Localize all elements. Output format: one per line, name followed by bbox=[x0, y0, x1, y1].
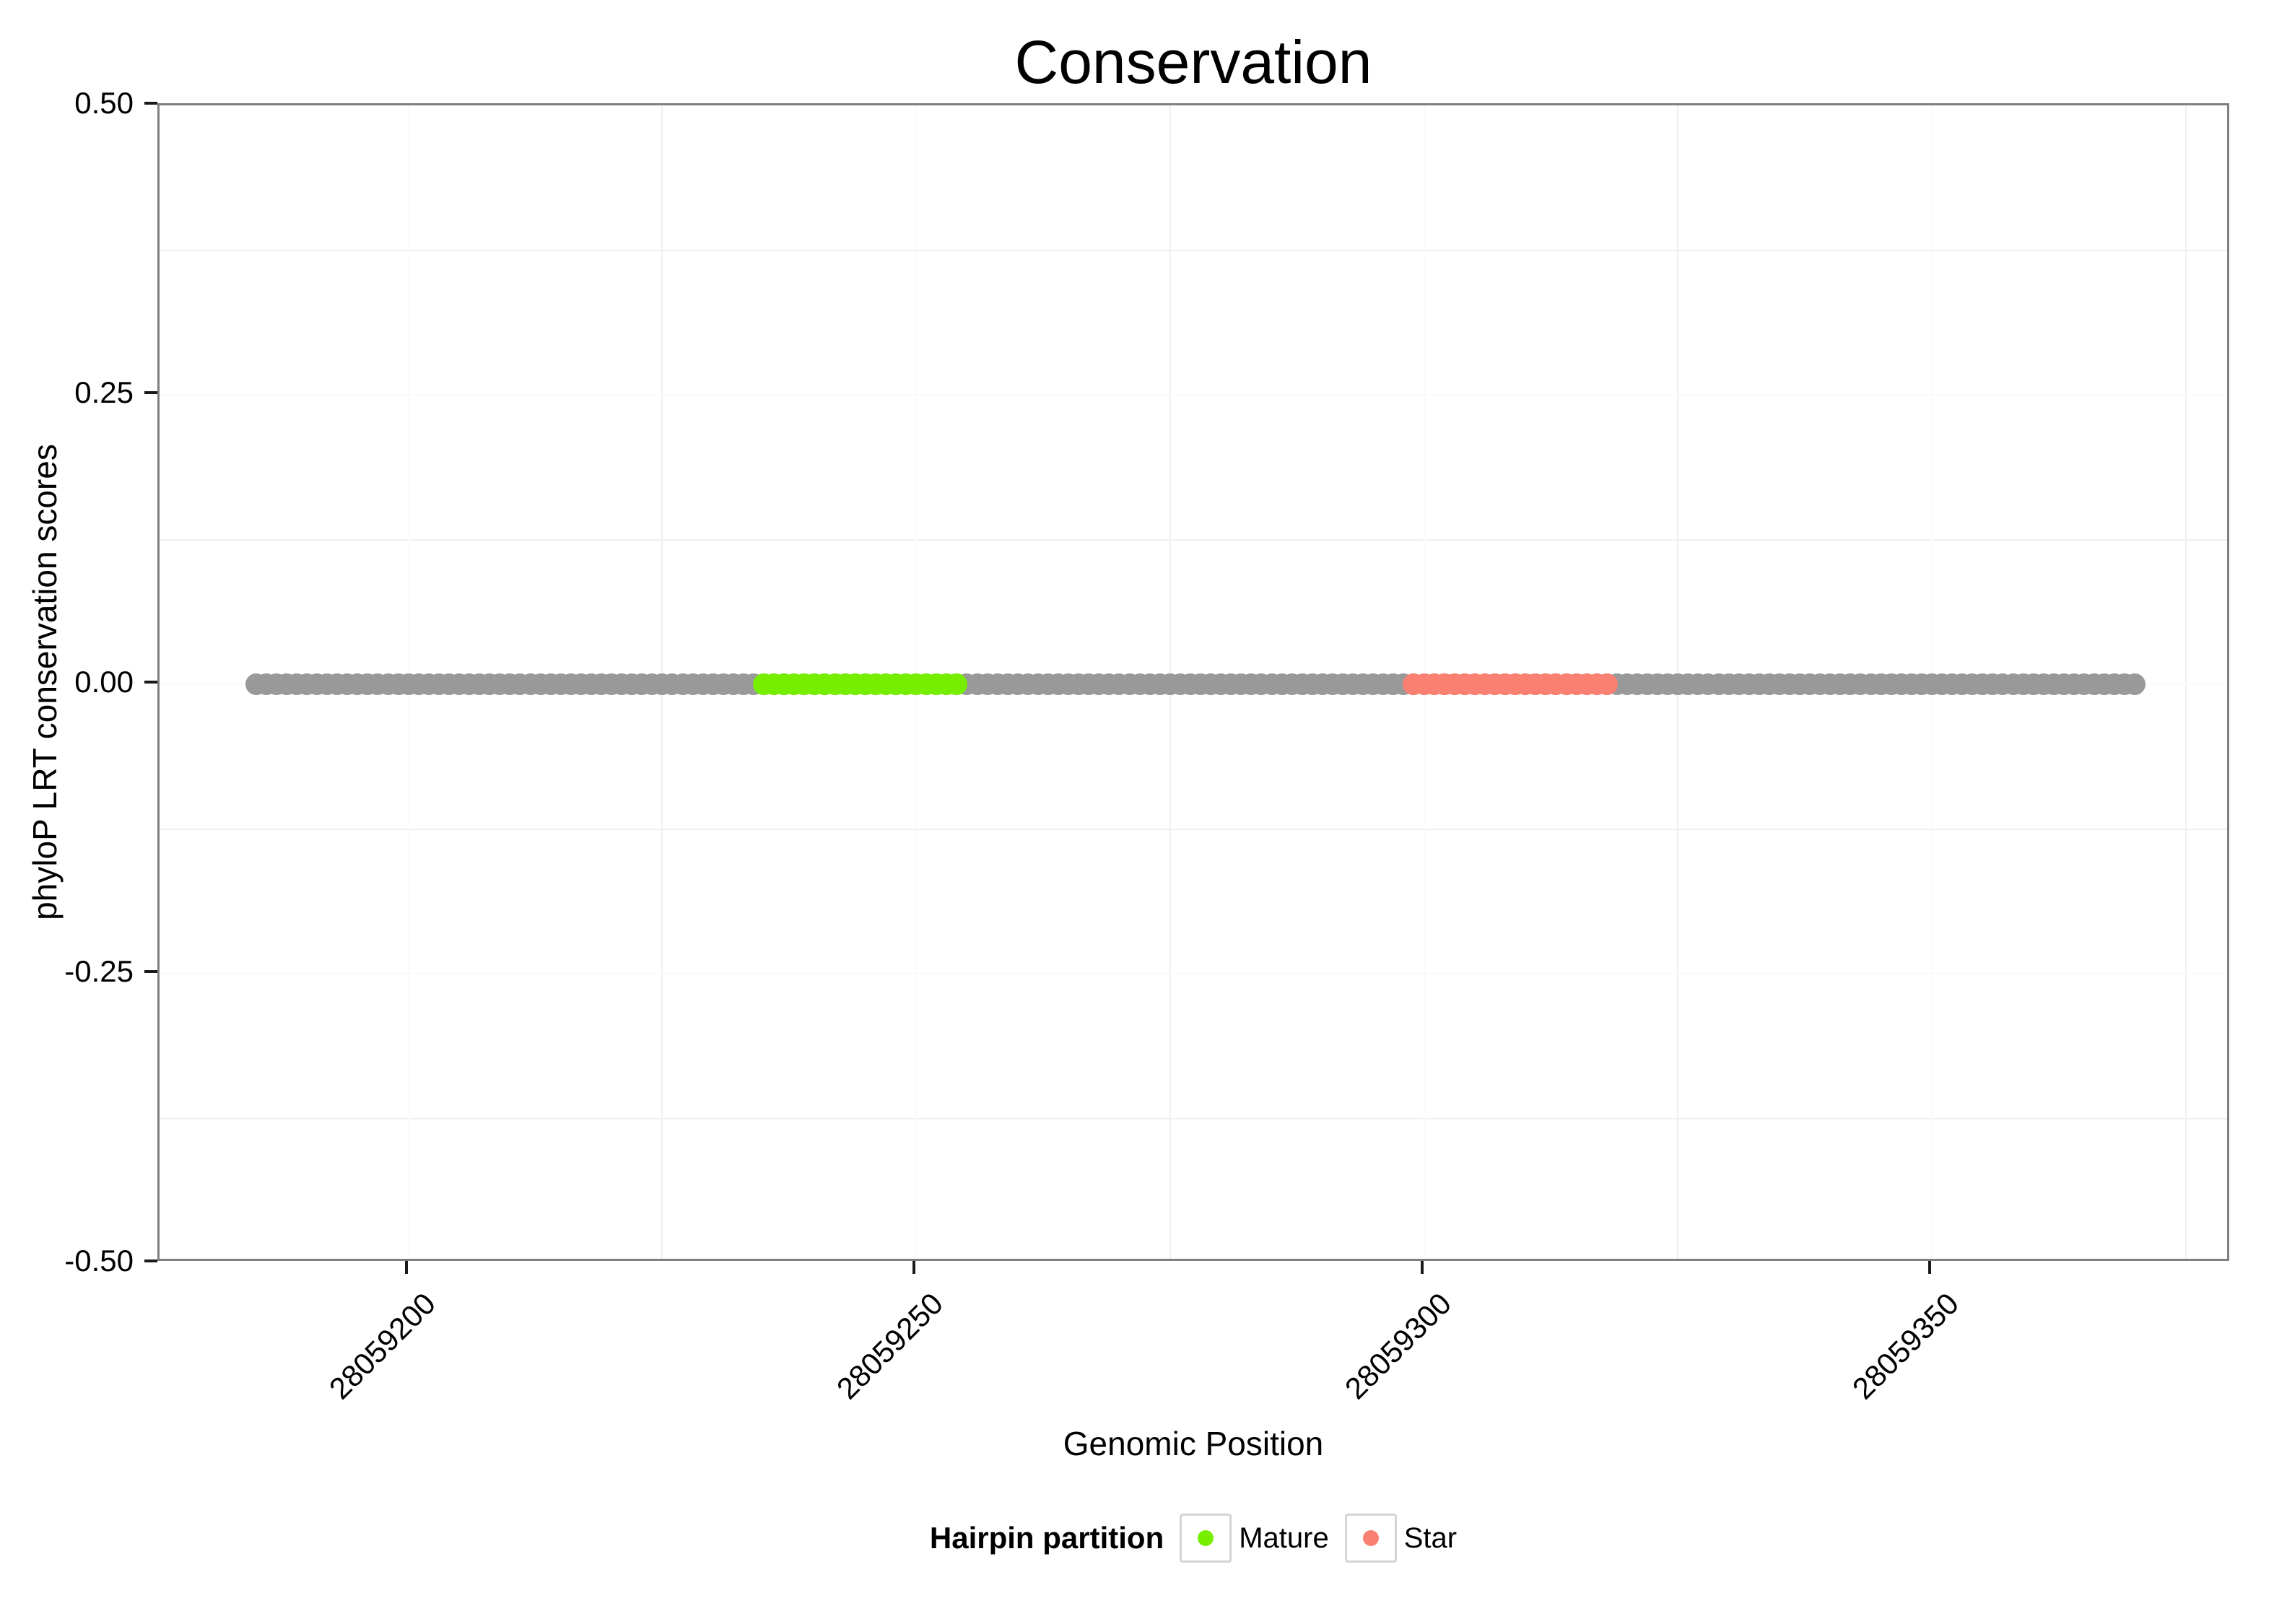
legend-entry-mature: Mature bbox=[1180, 1514, 1329, 1563]
x-tick-label: 28059250 bbox=[829, 1286, 950, 1406]
y-tick-label: -0.50 bbox=[64, 1244, 134, 1278]
major-gridline-horizontal bbox=[160, 394, 2227, 396]
y-axis-title: phyloP LRT conservation scores bbox=[26, 444, 64, 920]
y-tick-mark bbox=[144, 970, 157, 973]
x-tick-mark bbox=[1420, 1261, 1424, 1274]
plot-title: Conservation bbox=[1014, 28, 1372, 96]
y-tick-mark bbox=[144, 102, 157, 105]
plot-panel bbox=[157, 103, 2229, 1261]
legend-label-mature: Mature bbox=[1239, 1522, 1329, 1554]
minor-gridline-horizontal bbox=[160, 538, 2227, 541]
legend-key-box-star bbox=[1344, 1514, 1397, 1563]
legend-key-box-mature bbox=[1180, 1514, 1232, 1563]
y-tick-label: 0.25 bbox=[74, 375, 134, 409]
y-tick-mark bbox=[144, 681, 157, 684]
data-point bbox=[1595, 673, 1618, 695]
minor-gridline-horizontal bbox=[160, 1117, 2227, 1119]
data-point bbox=[2124, 673, 2146, 695]
data-point bbox=[946, 673, 968, 695]
y-tick-mark bbox=[144, 1260, 157, 1262]
x-axis-title: Genomic Position bbox=[1063, 1425, 1324, 1462]
legend-entry-star: Star bbox=[1344, 1514, 1458, 1563]
legend: Hairpin partition Mature Star bbox=[157, 1506, 2229, 1571]
minor-gridline-horizontal bbox=[160, 249, 2227, 251]
legend-title: Hairpin partition bbox=[929, 1521, 1164, 1555]
minor-gridline-vertical bbox=[2184, 105, 2187, 1259]
x-tick-mark bbox=[912, 1261, 916, 1274]
x-tick-mark bbox=[404, 1261, 408, 1274]
legend-label-star: Star bbox=[1403, 1522, 1458, 1554]
x-tick-mark bbox=[1927, 1261, 1931, 1274]
y-tick-mark bbox=[144, 391, 157, 394]
minor-gridline-horizontal bbox=[160, 828, 2227, 830]
x-tick-label: 28059300 bbox=[1338, 1286, 1458, 1406]
mature-key-dot bbox=[1198, 1530, 1214, 1546]
y-tick-label: 0.00 bbox=[74, 665, 134, 699]
x-tick-label: 28059200 bbox=[322, 1286, 442, 1406]
star-key-dot bbox=[1362, 1530, 1379, 1546]
y-tick-label: -0.25 bbox=[64, 954, 134, 988]
x-tick-label: 28059350 bbox=[1845, 1286, 1966, 1406]
major-gridline-horizontal bbox=[160, 973, 2227, 974]
y-tick-label: 0.50 bbox=[74, 86, 134, 120]
